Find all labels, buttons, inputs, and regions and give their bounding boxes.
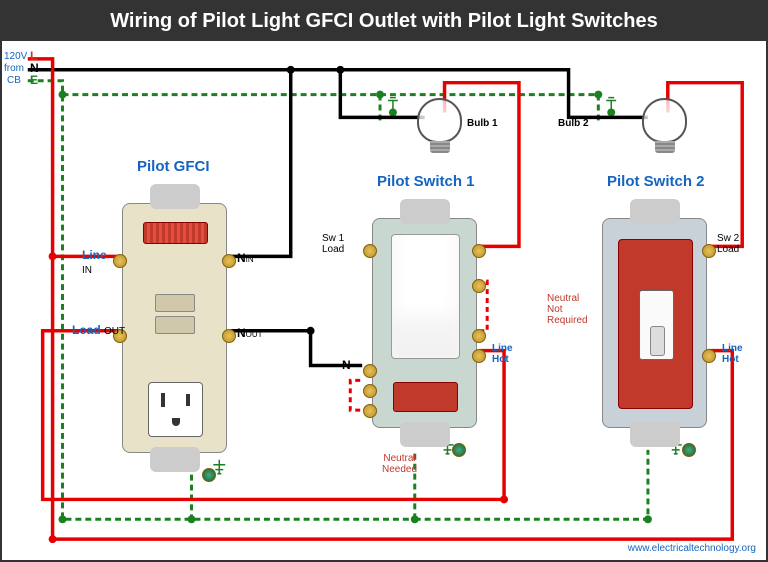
from-label: from xyxy=(4,63,24,74)
gfci-outlet xyxy=(122,203,227,453)
voltage-label: 120V xyxy=(4,51,27,62)
terminal-screw-icon xyxy=(222,329,236,343)
pilot-switch-1 xyxy=(372,218,477,428)
pilot-indicator-icon xyxy=(143,222,208,244)
ground-screw-icon xyxy=(682,443,696,457)
terminal-screw-icon xyxy=(113,254,127,268)
toggle-icon xyxy=(650,326,665,356)
pilot-switch-2 xyxy=(602,218,707,428)
ground-screw-icon xyxy=(202,468,216,482)
switch-paddle-icon xyxy=(391,234,460,359)
diagram-container: Wiring of Pilot Light GFCI Outlet with P… xyxy=(0,0,768,562)
outlet-face-icon xyxy=(148,382,203,437)
terminal-screw-icon xyxy=(472,244,486,258)
sw2-load-label: Sw 2 Load xyxy=(717,233,739,255)
mount-tab-icon xyxy=(630,422,680,447)
terminal-screw-icon xyxy=(363,384,377,398)
n-out-label: NOUT xyxy=(237,326,263,340)
terminal-screw-icon xyxy=(363,364,377,378)
neutral-not-label: Neutral Not Required xyxy=(547,293,588,326)
pilot-light-icon xyxy=(393,382,458,412)
switch-body-icon xyxy=(618,239,693,409)
sw2-linehot-label: Line Hot xyxy=(722,343,743,365)
reset-button-icon xyxy=(155,316,195,334)
terminal-screw-icon xyxy=(472,279,486,293)
mount-tab-icon xyxy=(150,447,200,472)
switch1-label: Pilot Switch 1 xyxy=(377,173,475,190)
load-out-label: Load OUT xyxy=(72,323,125,337)
terminal-screw-icon xyxy=(363,244,377,258)
title-bar: Wiring of Pilot Light GFCI Outlet with P… xyxy=(2,2,766,43)
footer-url: www.electricaltechnology.org xyxy=(628,543,756,554)
sw1-linehot-label: Line Hot xyxy=(492,343,513,365)
terminal-screw-icon xyxy=(222,254,236,268)
terminal-screw-icon xyxy=(472,349,486,363)
diagram-area: 120V from CB L N E Pilot GFCI LineIN Loa… xyxy=(2,43,766,557)
line-in-label: LineIN xyxy=(82,248,107,276)
mount-tab-icon xyxy=(630,199,680,224)
cb-label: CB xyxy=(7,75,21,86)
mount-tab-icon xyxy=(400,422,450,447)
terminal-screw-icon xyxy=(472,329,486,343)
bulb-1-icon xyxy=(417,98,462,153)
earth-e: E xyxy=(30,73,38,87)
terminal-screw-icon xyxy=(363,404,377,418)
bulb2-label: Bulb 2 xyxy=(558,118,589,129)
neutral-needed-label: Neutral Needed xyxy=(382,453,417,475)
gfci-label: Pilot GFCI xyxy=(137,158,210,175)
test-button-icon xyxy=(155,294,195,312)
terminal-screw-icon xyxy=(702,244,716,258)
mount-tab-icon xyxy=(150,184,200,209)
sw1-load-label: Sw 1 Load xyxy=(322,233,344,255)
bulb1-label: Bulb 1 xyxy=(467,118,498,129)
pilot-window-icon xyxy=(639,290,674,360)
sw1-n-label: N xyxy=(342,358,351,372)
switch2-label: Pilot Switch 2 xyxy=(607,173,705,190)
ground-screw-icon xyxy=(452,443,466,457)
bulb-2-icon xyxy=(642,98,687,153)
mount-tab-icon xyxy=(400,199,450,224)
n-in-label: NIN xyxy=(237,251,254,265)
terminal-screw-icon xyxy=(702,349,716,363)
